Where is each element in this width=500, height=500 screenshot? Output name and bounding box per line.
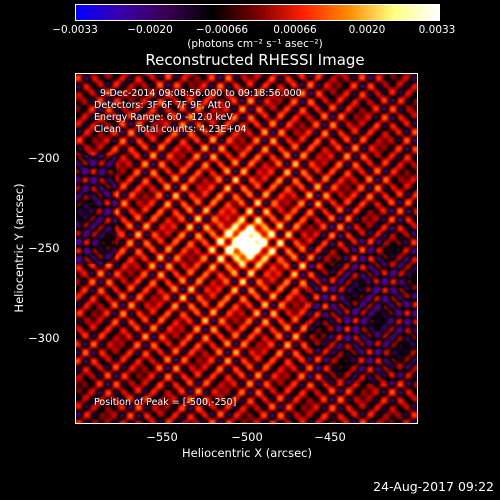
rhessi-image-canvas — [76, 74, 417, 423]
detectors-label: Detectors: 3F 6F 7F 9F, Att 0 — [94, 100, 231, 111]
colorbar-tick-label: −0.00066 — [195, 24, 249, 36]
time-range-label: 9-Dec-2014 09:08:56.000 to 09:18:56.000 — [100, 88, 302, 99]
rhessi-image — [75, 73, 418, 424]
colorbar — [75, 4, 440, 21]
image-title: Reconstructed RHESSI Image — [145, 51, 365, 69]
colorbar-tick-label: 0.0033 — [418, 24, 456, 36]
clean-total-counts-label: Clean Total counts: 4.23E+04 — [94, 124, 247, 135]
colorbar-tick-label: 0.00066 — [273, 24, 317, 36]
y-tick-label: −200 — [28, 151, 60, 165]
x-tick-label: −500 — [231, 430, 263, 444]
y-tick-label: −300 — [28, 331, 60, 345]
x-axis-label: Heliocentric X (arcsec) — [182, 446, 312, 460]
y-axis-label: Heliocentric Y (arcsec) — [12, 183, 26, 313]
colorbar-tick-label: −0.0020 — [127, 24, 173, 36]
colorbar-tick-label: −0.0033 — [52, 24, 98, 36]
x-tick-label: −450 — [314, 430, 346, 444]
y-tick-label: −250 — [28, 241, 60, 255]
peak-position-label: Position of Peak = [-500,-250] — [94, 397, 237, 408]
energy-range-label: Energy Range: 6.0 - 12.0 keV — [94, 112, 233, 123]
colorbar-units: (photons cm⁻² s⁻¹ asec⁻²) — [187, 38, 323, 50]
colorbar-tick-label: 0.0020 — [348, 24, 386, 36]
date-stamp: 24-Aug-2017 09:22 — [373, 479, 494, 494]
x-tick-label: −550 — [146, 430, 178, 444]
